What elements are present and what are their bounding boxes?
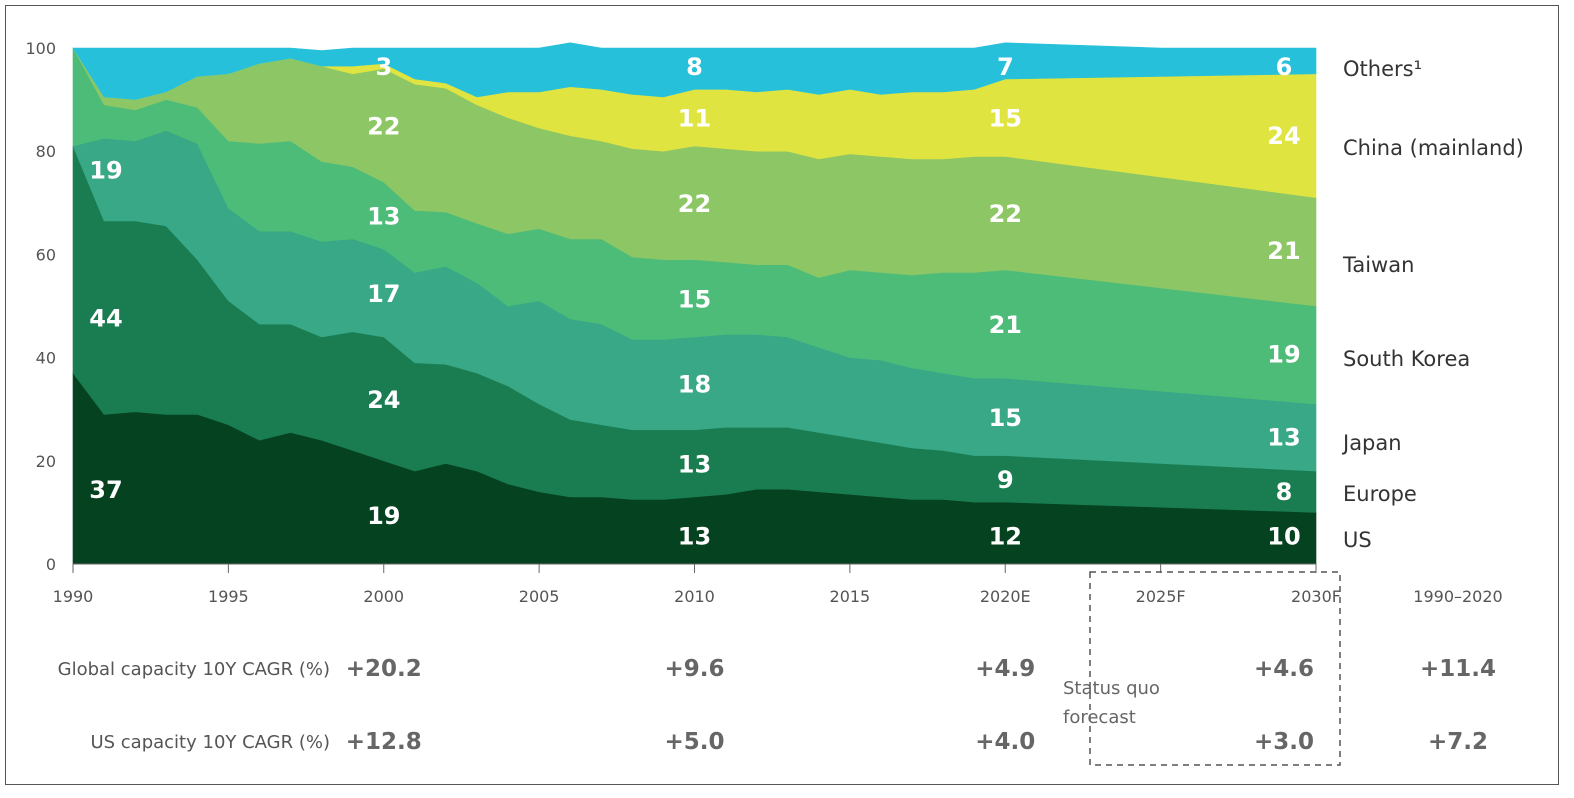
legend-entry-south-korea: South Korea — [1343, 347, 1470, 371]
data-label-europe-2000: 24 — [367, 386, 400, 414]
cagr-value-2000: +12.8 — [346, 729, 422, 755]
area-others — [72, 42, 1317, 100]
data-label-us-2020: 12 — [989, 523, 1022, 551]
y-axis: 0 20 40 60 80 100 — [25, 39, 56, 574]
legend: US Europe Japan South Korea Taiwan China (mai… — [1341, 57, 1524, 552]
x-tick-label: 2010 — [674, 587, 715, 606]
data-label-china-mainland-2030: 24 — [1267, 122, 1300, 150]
data-label-japan-2000: 17 — [367, 280, 400, 308]
forecast-note-line: Status quo — [1063, 678, 1160, 699]
legend-entry-us: US — [1343, 528, 1372, 552]
cagr-value-2020: +4.9 — [975, 656, 1035, 682]
data-label-europe-1990: 44 — [89, 305, 122, 333]
y-tick-label: 100 — [25, 39, 56, 58]
x-tick-label: 1995 — [208, 587, 249, 606]
data-label-south-korea-2020: 21 — [989, 311, 1022, 339]
data-label-others-2030: 6 — [1276, 53, 1293, 81]
data-label-south-korea-2030: 19 — [1267, 341, 1300, 369]
cagr-value-2030: +3.0 — [1254, 729, 1314, 755]
data-label-us-1990: 37 — [89, 476, 122, 504]
y-tick-label: 0 — [46, 555, 56, 574]
legend-entry-china-mainland: China (mainland) — [1343, 136, 1524, 160]
cagr-period-value: +7.2 — [1428, 729, 1488, 755]
cagr-value-2030: +4.6 — [1254, 656, 1314, 682]
forecast-box: Status quo forecast — [1063, 571, 1341, 766]
cagr-row-label: Global capacity 10Y CAGR (%) — [58, 659, 330, 680]
data-label-south-korea-2000: 13 — [367, 203, 400, 231]
y-tick-label: 80 — [36, 142, 56, 161]
forecast-dashed-box — [1089, 571, 1341, 766]
x-tick-label: 2025F — [1136, 587, 1186, 606]
data-label-taiwan-2020: 22 — [989, 200, 1022, 228]
x-axis: 1990 1995 2000 2005 2010 2015 2020E 2025F 2030F — [53, 563, 1341, 606]
cagr-value-2010: +5.0 — [664, 729, 724, 755]
data-labels: 37 44 19 19 24 17 13 22 3 13 13 18 15 22 11 8 12 9 15 21 22 1… — [89, 53, 1300, 550]
legend-entry-europe: Europe — [1343, 482, 1417, 506]
data-label-south-korea-1990: 19 — [89, 156, 122, 184]
data-label-us-2000: 19 — [367, 502, 400, 530]
cagr-row-label: US capacity 10Y CAGR (%) — [90, 732, 330, 753]
x-tick-label: 1990 — [53, 587, 94, 606]
x-tick-label: 2020E — [980, 587, 1031, 606]
data-label-japan-2010: 18 — [678, 370, 711, 398]
chart-frame — [5, 5, 1559, 785]
legend-entry-taiwan: Taiwan — [1342, 253, 1414, 277]
data-label-taiwan-2030: 21 — [1267, 237, 1300, 265]
cagr-value-2000: +20.2 — [346, 656, 422, 682]
cagr-period-header: 1990–2020 — [1413, 587, 1502, 606]
data-label-us-2030: 10 — [1267, 523, 1300, 551]
cagr-value-2010: +9.6 — [664, 656, 724, 682]
x-tick-label: 2000 — [363, 587, 404, 606]
cagr-table: 1990–2020 Global capacity 10Y CAGR (%) +20… — [58, 587, 1503, 755]
data-label-china-mainland-2020: 15 — [989, 105, 1022, 133]
forecast-note-line: forecast — [1063, 707, 1136, 728]
x-tick-label: 2015 — [830, 587, 871, 606]
legend-entry-japan: Japan — [1341, 431, 1402, 455]
area-layers — [72, 42, 1317, 565]
x-tick-label: 2030F — [1291, 587, 1341, 606]
legend-entry-others: Others¹ — [1343, 57, 1422, 81]
data-label-europe-2020: 9 — [997, 466, 1014, 494]
data-label-taiwan-2010: 22 — [678, 190, 711, 218]
data-label-taiwan-2000: 22 — [367, 112, 400, 140]
data-label-japan-2030: 13 — [1267, 424, 1300, 452]
data-label-europe-2010: 13 — [678, 450, 711, 478]
data-label-others-2010: 8 — [686, 53, 703, 81]
data-label-us-2010: 13 — [678, 523, 711, 551]
data-label-china-mainland-2010: 11 — [678, 105, 711, 133]
cagr-period-value: +11.4 — [1420, 656, 1496, 682]
y-tick-label: 40 — [36, 349, 56, 368]
data-label-others-2000: 3 — [375, 53, 392, 81]
data-label-japan-2020: 15 — [989, 404, 1022, 432]
y-tick-label: 60 — [36, 245, 56, 264]
data-label-others-2020: 7 — [997, 53, 1014, 81]
data-label-europe-2030: 8 — [1276, 478, 1293, 506]
x-tick-label: 2005 — [519, 587, 560, 606]
data-label-south-korea-2010: 15 — [678, 285, 711, 313]
y-tick-label: 20 — [36, 452, 56, 471]
cagr-value-2020: +4.0 — [975, 729, 1035, 755]
